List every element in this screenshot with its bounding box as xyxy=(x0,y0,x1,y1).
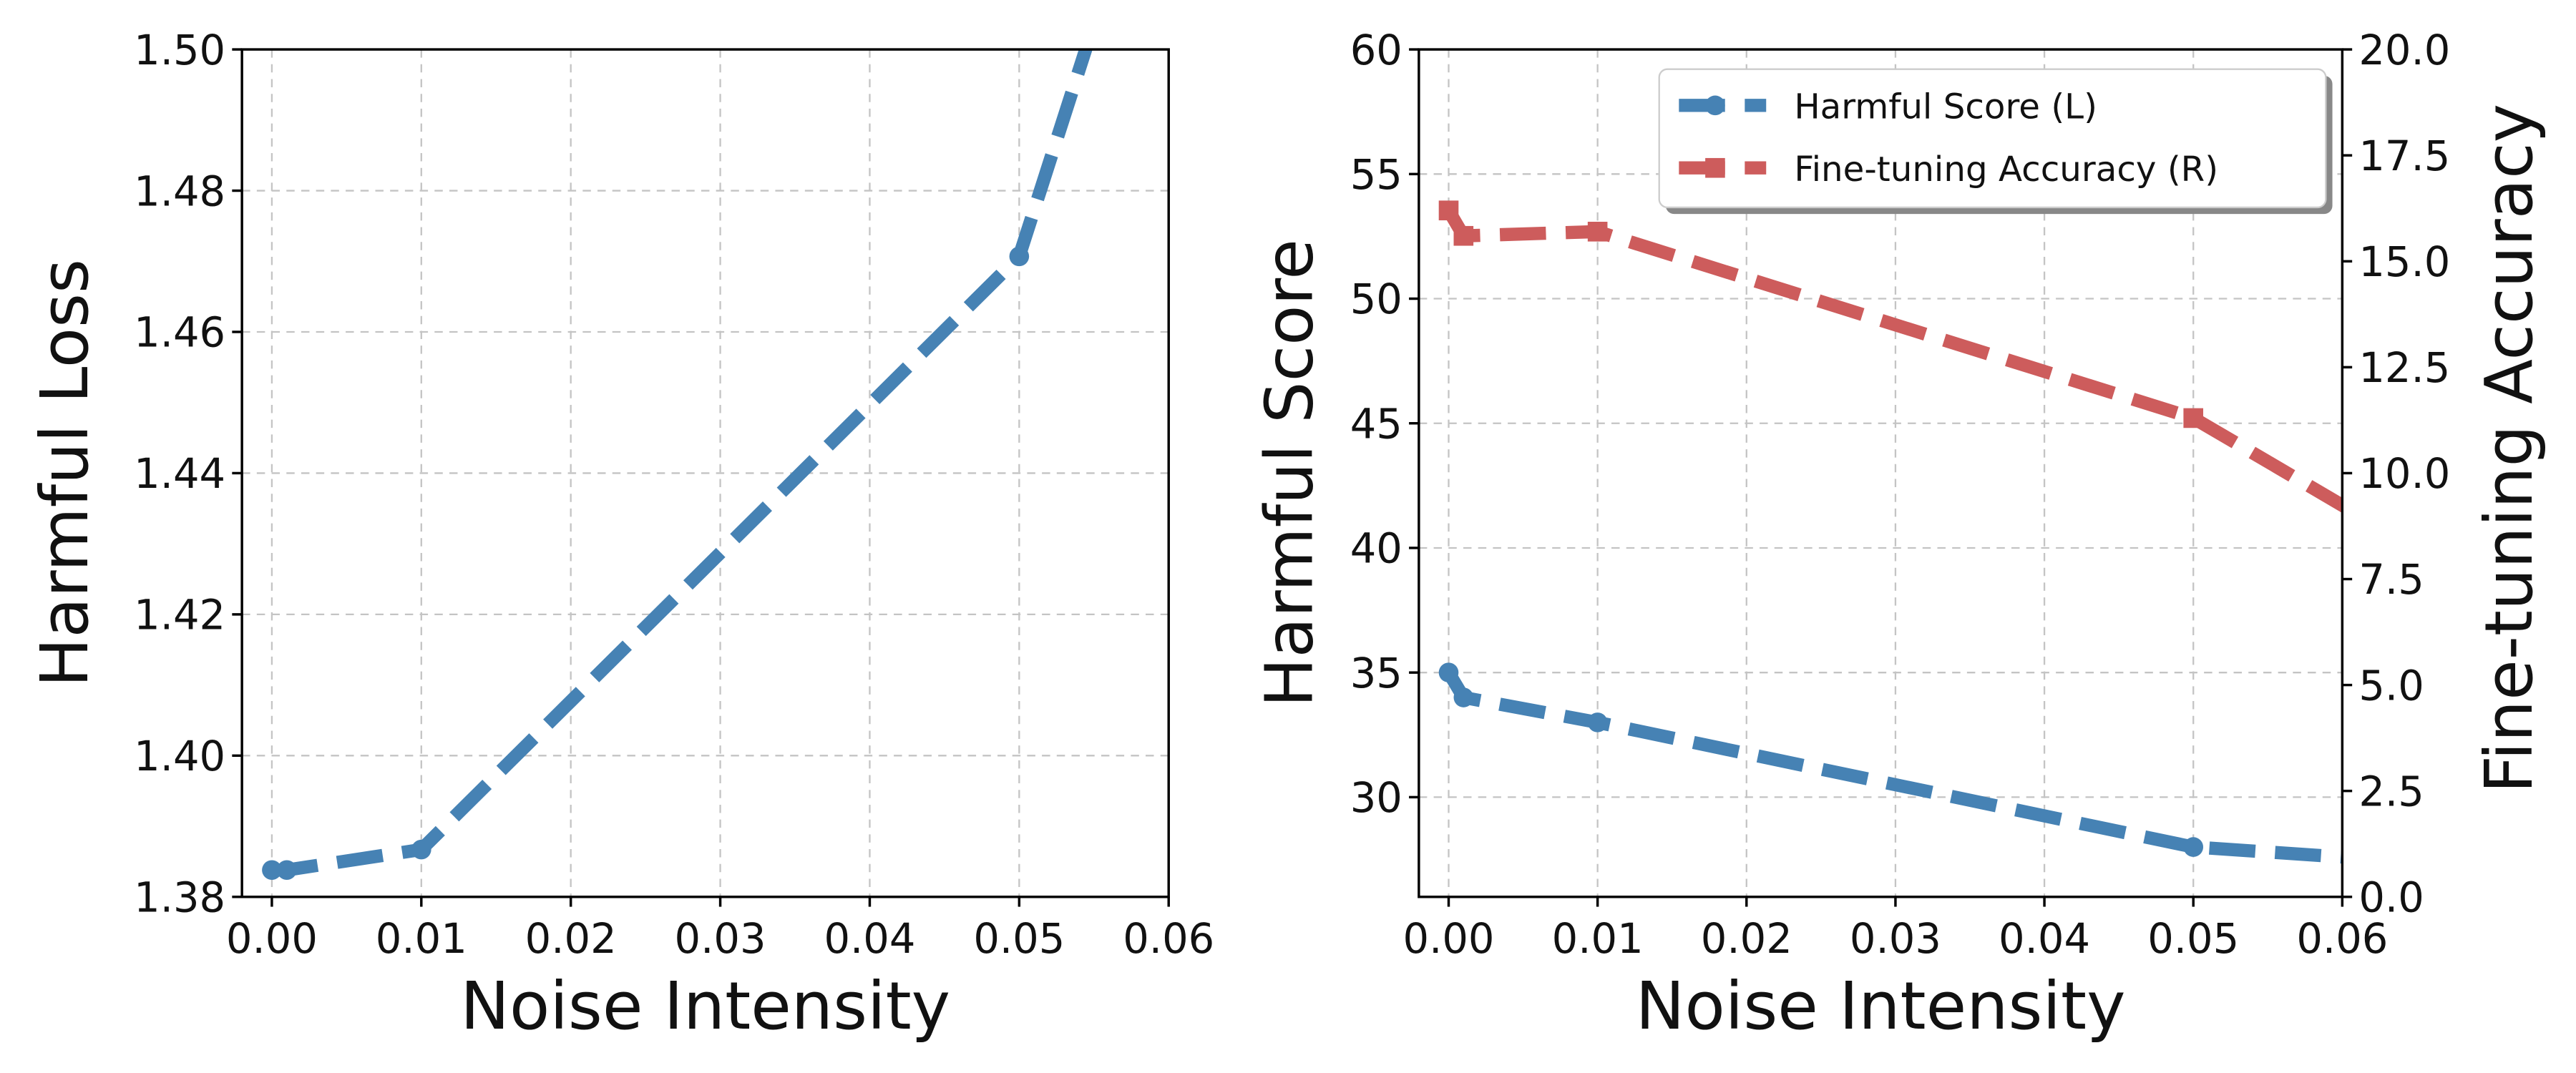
legend-marker xyxy=(1705,95,1725,116)
marker xyxy=(277,860,297,881)
y-axis-label: Harmful Score xyxy=(1251,239,1327,707)
x-tick-label: 0.01 xyxy=(376,915,467,963)
x-tick-label: 0.03 xyxy=(675,915,766,963)
x-tick-label: 0.06 xyxy=(1123,915,1214,963)
y-tick-label: 35 xyxy=(1350,650,1402,697)
y-tick-label: 50 xyxy=(1350,275,1402,323)
x-tick-label: 0.03 xyxy=(1850,915,1941,963)
y2-axis-label: Fine-tuning Accuracy xyxy=(2471,104,2547,793)
x-tick-label: 0.00 xyxy=(1402,915,1494,963)
y2-tick-label: 17.5 xyxy=(2358,132,2450,180)
y-tick-label: 1.50 xyxy=(134,26,225,74)
x-tick-label: 0.01 xyxy=(1552,915,1644,963)
y2-tick-label: 20.0 xyxy=(2358,26,2450,74)
x-tick-label: 0.02 xyxy=(1701,915,1792,963)
y-tick-label: 30 xyxy=(1350,774,1402,822)
legend: Harmful Score (L) Fine-tuning Accuracy (R… xyxy=(1658,68,2333,215)
x-tick-label: 0.02 xyxy=(525,915,617,963)
marker xyxy=(1453,687,1474,707)
plot-area xyxy=(1438,200,2343,864)
y2-tick-label: 0.0 xyxy=(2358,873,2424,921)
y-axis-label: Harmful Loss xyxy=(26,259,103,687)
y-tick-label: 55 xyxy=(1350,151,1402,199)
y-tick-label: 40 xyxy=(1350,525,1402,573)
marker xyxy=(1587,222,1608,242)
y2-tick-label: 10.0 xyxy=(2358,450,2450,498)
x-tick-label: 0.04 xyxy=(824,915,915,963)
x-tick-label: 0.00 xyxy=(226,915,318,963)
x-axis-label: Noise Intensity xyxy=(1636,968,2126,1044)
legend-box xyxy=(1658,68,2327,209)
marker xyxy=(1453,225,1474,246)
y-tick-label: 45 xyxy=(1350,400,1402,448)
y2-tick-label: 15.0 xyxy=(2358,238,2450,286)
y-tick-label: 1.38 xyxy=(134,873,225,921)
marker xyxy=(1438,662,1459,682)
marker xyxy=(1009,246,1030,267)
marker xyxy=(411,839,431,860)
y-tick-label: 1.48 xyxy=(134,167,225,215)
y2-tick-label: 12.5 xyxy=(2358,344,2450,392)
y2-tick-label: 7.5 xyxy=(2358,556,2424,604)
marker xyxy=(262,860,282,881)
y2-tick-label: 2.5 xyxy=(2358,768,2424,815)
marker xyxy=(2183,408,2204,428)
legend-label: Fine-tuning Accuracy (R) xyxy=(1794,150,2218,190)
x-tick-label: 0.05 xyxy=(2147,915,2239,963)
marker xyxy=(2183,837,2204,857)
x-tick-label: 0.06 xyxy=(2296,915,2388,963)
plot-area xyxy=(262,49,1093,881)
x-axis-label: Noise Intensity xyxy=(460,968,950,1044)
y-tick-label: 1.46 xyxy=(134,309,225,357)
legend-label: Harmful Score (L) xyxy=(1794,87,2097,127)
y2-tick-label: 5.0 xyxy=(2358,662,2424,710)
axes-frame xyxy=(1418,48,2344,898)
y-tick-label: 1.40 xyxy=(134,733,225,780)
axes-frame xyxy=(240,48,1170,898)
legend-marker xyxy=(1705,157,1725,178)
data-line xyxy=(1443,207,2343,514)
y-tick-label: 1.42 xyxy=(134,592,225,640)
y-tick-label: 1.44 xyxy=(134,450,225,498)
x-tick-label: 0.05 xyxy=(973,915,1065,963)
marker xyxy=(1587,712,1608,733)
x-tick-label: 0.04 xyxy=(1999,915,2090,963)
marker xyxy=(1438,200,1459,220)
y-tick-label: 60 xyxy=(1350,26,1402,74)
